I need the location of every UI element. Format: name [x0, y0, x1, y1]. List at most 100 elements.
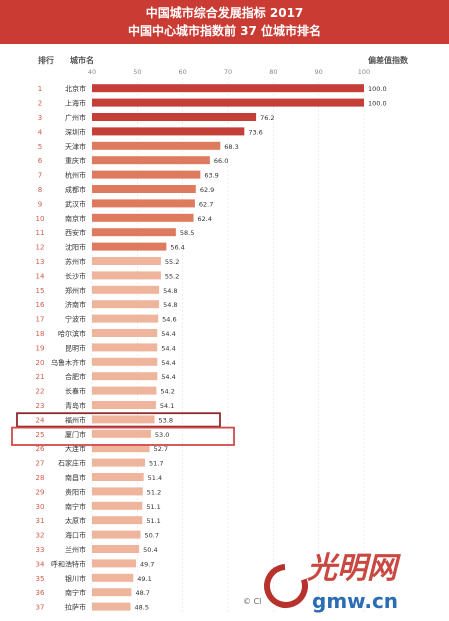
value-label: 63.9 [204, 172, 218, 180]
value-label: 56.4 [170, 244, 184, 252]
bar [92, 487, 143, 496]
value-label: 55.2 [165, 258, 179, 266]
city-label: 深圳市 [65, 127, 86, 136]
bar [92, 213, 194, 222]
city-label: 武汉市 [65, 199, 86, 208]
rank-label: 34 [36, 560, 45, 568]
bar [92, 386, 157, 395]
value-label: 54.4 [161, 330, 175, 338]
city-label: 大连市 [65, 444, 86, 453]
city-label: 南宁市 [65, 588, 86, 597]
bar [92, 415, 155, 424]
rank-label: 1 [38, 85, 42, 93]
value-label: 51.2 [147, 488, 161, 496]
rank-column-header: 排行 [38, 55, 54, 65]
value-label: 54.4 [161, 373, 175, 381]
value-label: 51.4 [148, 474, 162, 482]
rank-label: 13 [36, 258, 45, 266]
rank-label: 31 [36, 517, 45, 525]
bar [92, 300, 160, 309]
city-label: 南昌市 [65, 473, 86, 482]
rank-label: 14 [36, 272, 45, 280]
rank-label: 18 [36, 330, 45, 338]
city-label: 贵阳市 [65, 487, 86, 496]
bar [92, 257, 161, 265]
value-label: 52.7 [154, 445, 168, 453]
value-label: 54.2 [160, 388, 174, 396]
city-label: 太原市 [65, 516, 86, 525]
bar [92, 372, 158, 381]
value-label: 76.2 [260, 114, 274, 122]
city-label: 南京市 [65, 214, 86, 223]
bar [92, 458, 146, 467]
bar [92, 185, 196, 193]
city-label: 厦门市 [65, 430, 86, 439]
rank-label: 21 [36, 373, 45, 381]
bar [92, 516, 143, 525]
value-label: 62.9 [200, 186, 214, 194]
bar [92, 285, 160, 294]
rank-label: 27 [36, 460, 45, 468]
bar [92, 545, 140, 553]
city-label: 广州市 [65, 113, 86, 122]
bar [92, 588, 132, 597]
value-label: 53.8 [159, 416, 173, 424]
city-label: 乌鲁木齐市 [51, 358, 86, 367]
city-label: 宁波市 [65, 315, 86, 324]
rank-label: 3 [38, 114, 42, 122]
value-label: 48.5 [135, 604, 149, 612]
rank-label: 12 [36, 244, 45, 252]
value-label: 51.1 [146, 503, 160, 511]
chart-header: 中国城市综合发展指标 2017 中国中心城市指数前 37 位城市排名 [0, 0, 449, 44]
city-label: 苏州市 [65, 257, 86, 266]
city-label: 西安市 [65, 228, 86, 237]
city-label: 长春市 [65, 387, 86, 396]
bar [92, 170, 201, 179]
gmw-logo-text: 光明网 [306, 551, 401, 586]
rank-label: 35 [36, 575, 45, 583]
value-label: 54.4 [161, 344, 175, 352]
rank-label: 11 [36, 229, 45, 237]
bar [92, 113, 257, 121]
rank-label: 17 [36, 316, 45, 324]
bar [92, 242, 167, 251]
value-label: 58.5 [180, 229, 194, 237]
city-label: 长沙市 [65, 271, 86, 280]
rank-label: 24 [36, 416, 45, 424]
value-label: 54.8 [163, 287, 177, 295]
city-label: 济南市 [65, 300, 86, 309]
value-label: 62.7 [199, 200, 213, 208]
value-label: 62.4 [198, 215, 212, 223]
highlight-box [16, 412, 221, 428]
city-label: 成都市 [65, 185, 86, 194]
city-label: 昆明市 [65, 343, 86, 352]
city-label: 重庆市 [65, 156, 86, 165]
rank-label: 33 [36, 546, 45, 554]
bar [92, 84, 364, 93]
city-label: 北京市 [65, 84, 86, 93]
bar [92, 401, 156, 409]
value-label: 51.1 [146, 517, 160, 525]
value-label: 54.1 [160, 402, 174, 410]
rank-label: 10 [36, 215, 45, 223]
rank-label: 9 [38, 200, 42, 208]
bar [92, 98, 364, 107]
highlight-box [11, 426, 235, 446]
value-label: 48.7 [135, 589, 149, 597]
value-label: 73.6 [248, 128, 262, 136]
city-label: 福州市 [65, 415, 86, 424]
x-tick-label: 80 [269, 68, 277, 76]
rank-label: 6 [38, 157, 43, 165]
value-label: 49.1 [137, 575, 151, 583]
city-label: 天津市 [65, 142, 86, 151]
rank-label: 20 [36, 359, 45, 367]
city-label: 呼和浩特市 [51, 559, 86, 568]
credit-text: © Cl [243, 597, 261, 606]
bar [92, 271, 161, 280]
rank-label: 25 [36, 431, 45, 439]
city-label: 郑州市 [65, 286, 86, 295]
bar [92, 602, 131, 611]
bar [92, 343, 158, 352]
